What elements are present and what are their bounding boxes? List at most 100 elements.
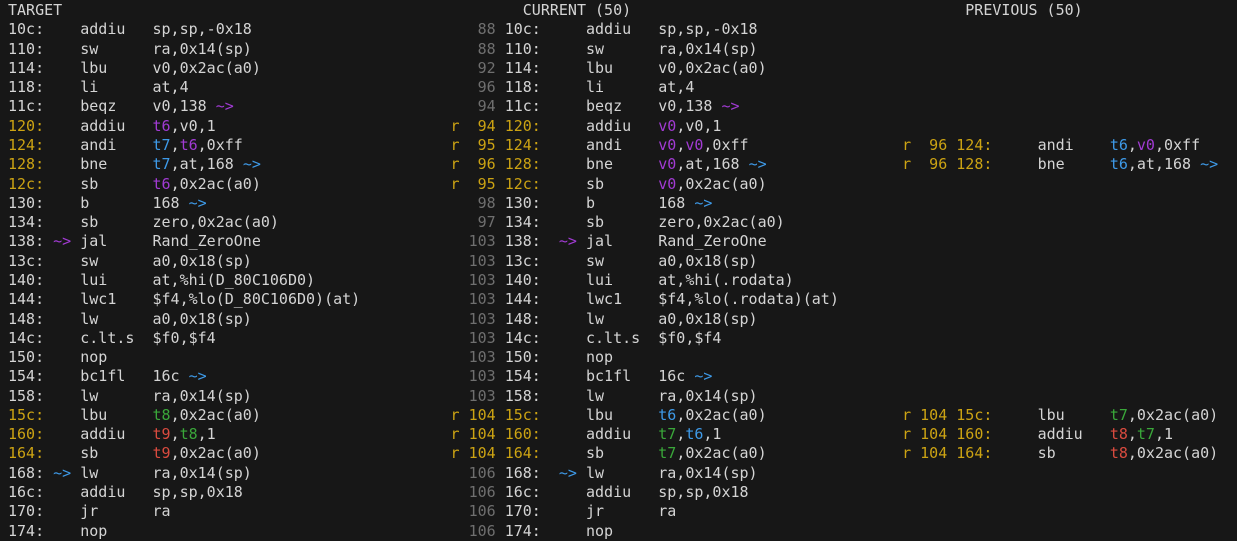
spacer [451,97,460,115]
mnemonic: bc1fl [586,367,659,386]
spacer [460,194,469,212]
spacer [53,97,80,115]
spacer [496,175,505,193]
operand: ra,0x14(sp) [658,386,758,405]
address: 110: [504,39,550,58]
mnemonic: lw [80,463,153,482]
spacer [550,329,586,347]
spacer [252,387,451,405]
spacer [53,155,80,173]
operand: zero,0x2ac(a0) [152,213,279,232]
spacer [451,329,460,347]
mnemonic: li [80,78,153,97]
spacer [550,444,586,462]
branch-arrow-icon: ~> [694,367,713,386]
spacer [53,20,80,38]
spacer [53,40,80,58]
spacer [451,483,460,501]
spacer [496,502,505,520]
asm-line: 134: sb zero,0x2ac(a0) 97 134: sb zero,0… [8,213,1237,232]
spacer [550,59,586,77]
address: 15c: [8,405,54,424]
address: 10c: [504,20,550,39]
operand: 168 [152,193,189,212]
operand: ra,0x14(sp) [152,386,252,405]
spacer [53,194,80,212]
spacer [767,406,902,424]
line-number: 103 [468,290,496,309]
spacer [460,117,469,135]
line-number: 95 [468,135,496,154]
mnemonic: nop [80,348,153,367]
spacer [496,444,505,462]
spacer [360,290,450,308]
mnemonic: nop [585,348,659,367]
line-number: 104 [920,425,948,444]
mnemonic: b [586,193,659,212]
spacer [496,425,505,443]
spacer [947,406,956,424]
line-number: 103 [468,328,496,347]
address: 13c: [8,251,54,270]
changed-marker: r [450,405,460,424]
asm-line: 120: addiu t6,v0,1 r 94 120: addiu v0,v0… [8,117,1237,136]
operand: v0 [658,174,677,193]
spacer [460,213,469,231]
spacer [550,97,586,115]
address: 130: [504,193,550,212]
spacer [496,40,505,58]
spacer [153,522,451,540]
address: 11c: [8,97,54,116]
spacer [496,232,505,250]
changed-marker: r [450,174,460,193]
operand: , [1127,135,1137,154]
spacer [496,310,505,328]
mnemonic: jal [80,232,153,251]
branch-arrow-icon: ~> [558,232,577,251]
spacer [550,522,586,540]
spacer [550,425,586,443]
operand: ,0x2ac(a0) [170,405,261,424]
address: 120: [8,116,54,135]
mnemonic: addiu [586,20,659,39]
address: 148: [504,309,550,328]
operand: Rand_ZeroOne [658,232,767,251]
operand: a0,0x18(sp) [658,251,758,270]
spacer [53,367,80,385]
spacer [460,502,469,520]
line-number: 103 [468,348,496,367]
spacer [496,367,505,385]
asm-line: 14c: c.lt.s $f0,$f4 103 14c: c.lt.s $f0,… [8,329,1237,348]
mnemonic: sb [1037,444,1110,463]
operand: ,at,168 [170,155,243,174]
spacer [53,117,80,135]
mnemonic: lwc1 [80,290,153,309]
address: 114: [8,58,54,77]
spacer [62,1,523,19]
spacer [550,387,586,405]
spacer [767,444,902,462]
spacer [550,406,586,424]
spacer [1001,444,1037,462]
column-header-current: CURRENT (50) [522,1,632,19]
address: 144: [504,290,550,309]
spacer [550,78,586,96]
spacer [216,329,451,347]
asm-line: 164: sb t9,0x2ac(a0) r 104 164: sb t7,0x… [8,444,1237,463]
operand: t8 [152,405,171,424]
spacer [460,483,469,501]
branch-arrow-icon: ~> [1200,155,1219,174]
mnemonic: bne [80,155,153,174]
mnemonic: sb [586,174,659,193]
address: 158: [8,386,54,405]
operand: sp,sp,-0x18 [658,20,758,39]
address: 15c: [504,405,550,424]
operand: v0 [658,155,677,174]
address: 144: [8,290,54,309]
spacer [460,78,469,96]
mnemonic: sb [80,213,153,232]
operand: t6 [179,135,198,154]
spacer [1001,155,1037,173]
operand: ,0xff [197,135,243,154]
asm-line: 160: addiu t9,t8,1 r 104 160: addiu t7,t… [8,425,1237,444]
